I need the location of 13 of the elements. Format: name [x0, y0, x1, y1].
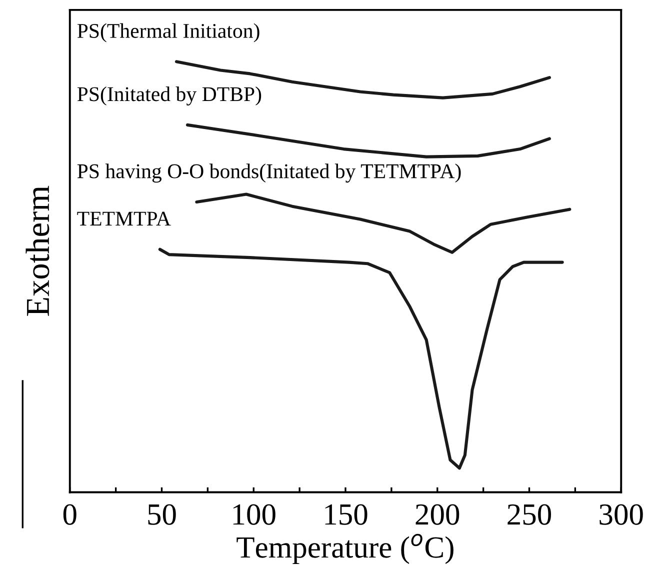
x-tick-label: 0: [63, 504, 76, 525]
x-tick-label: 250: [508, 504, 551, 525]
y-axis-title: Exotherm: [26, 186, 50, 316]
series-label: PS(Thermal Initiaton): [77, 23, 260, 42]
x-tick-label: 200: [416, 504, 460, 525]
x-tick-label: 100: [233, 504, 276, 525]
series-label: PS having O-O bonds(Initated by TETMTPA): [77, 164, 461, 183]
x-tick-label: 300: [600, 504, 643, 525]
x-tick-label: 50: [148, 504, 176, 525]
x-axis-title: Temperature ($^{o}$C): [236, 534, 454, 564]
series-label: TETMTPA: [77, 212, 171, 226]
series-label: PS(Initated by DTBP): [77, 86, 262, 106]
x-tick-label: 150: [325, 504, 368, 525]
